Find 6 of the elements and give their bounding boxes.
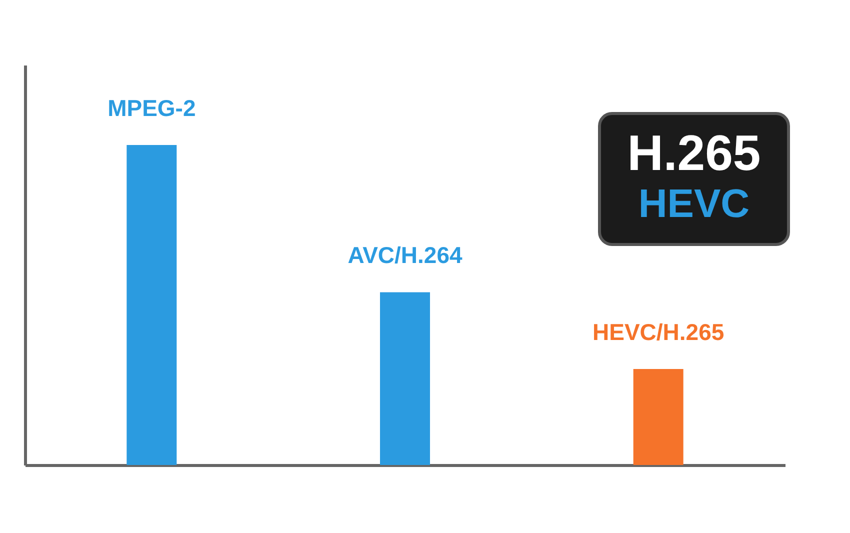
annotation: H.265 (626, 125, 762, 181)
x-tick-label: MPEG-2 (108, 95, 196, 121)
x-tick-label: HEVC/H.265 (592, 319, 724, 345)
badge-icon: H.265 HEVC (598, 112, 790, 246)
annotation: HEVC (637, 181, 751, 227)
x-tick-label: AVC/H.264 (348, 242, 463, 268)
